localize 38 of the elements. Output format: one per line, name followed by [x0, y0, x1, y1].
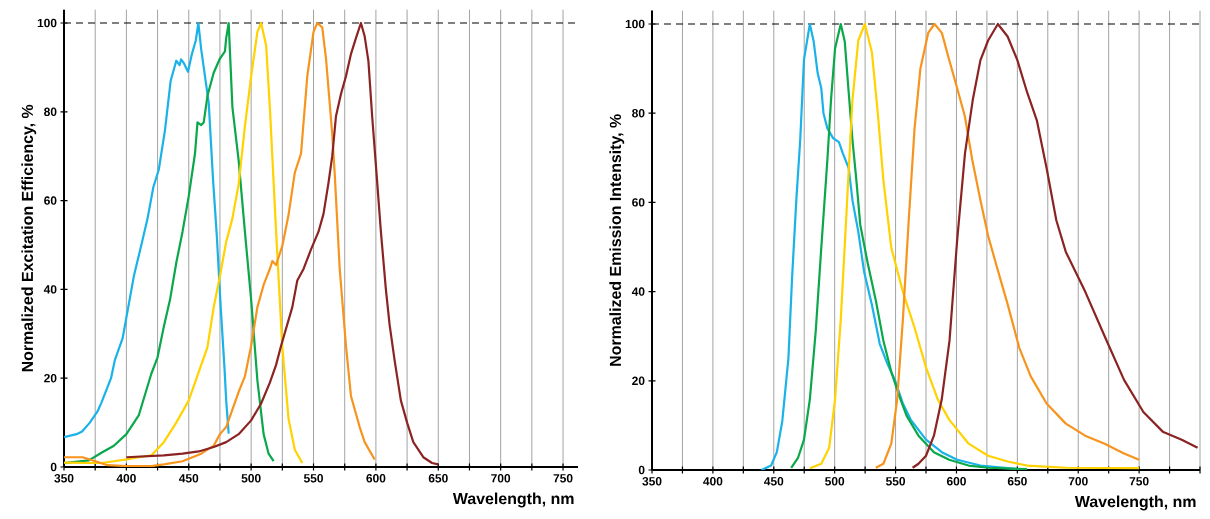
- y-tick-label: 0: [638, 465, 645, 475]
- x-tick-label: 400: [703, 477, 723, 486]
- x-tick-label: 750: [553, 474, 573, 483]
- x-tick-label: 650: [428, 474, 448, 483]
- x-tick-label: 350: [54, 474, 74, 483]
- y-tick-label: 20: [44, 373, 57, 383]
- x-tick-label: 550: [303, 474, 323, 483]
- x-tick-label: 450: [764, 477, 784, 486]
- y-tick-label: 0: [50, 462, 57, 472]
- x-tick-label: 650: [1007, 477, 1027, 486]
- x-tick-label: 700: [1068, 477, 1088, 486]
- y-tick-label: 60: [44, 196, 57, 205]
- y-tick-label: 40: [631, 287, 645, 296]
- y-tick-label: 20: [632, 376, 645, 386]
- x-tick-label: 350: [642, 477, 662, 486]
- y-tick-label: 40: [43, 285, 57, 294]
- x-axis-title: Wavelength, nm: [452, 492, 574, 508]
- line-series: [125, 21, 440, 466]
- x-tick-label: 750: [1129, 477, 1149, 486]
- x-tick-label: 500: [241, 474, 261, 483]
- y-tick-label: 60: [632, 198, 645, 207]
- x-axis-title: Wavelength, nm: [1074, 495, 1196, 511]
- line-series: [808, 22, 1141, 470]
- x-tick-label: 400: [116, 474, 136, 483]
- line-series: [874, 22, 1141, 469]
- x-tick-label: 550: [885, 477, 906, 486]
- line-series: [911, 22, 1199, 469]
- y-tick-label: 100: [625, 19, 645, 29]
- y-axis-title: Normalized Emission Intensity, %: [609, 114, 625, 366]
- y-tick-label: 80: [632, 108, 645, 118]
- y-axis-title: Normalized Excitation Efficiency, %: [21, 104, 37, 372]
- x-tick-label: 450: [178, 474, 199, 483]
- x-tick-label: 500: [825, 477, 845, 486]
- x-tick-label: 600: [366, 474, 386, 483]
- y-tick-label: 80: [44, 107, 57, 117]
- x-tick-label: 700: [491, 474, 511, 483]
- x-tick-label: 600: [946, 477, 966, 486]
- y-tick-label: 100: [37, 18, 57, 28]
